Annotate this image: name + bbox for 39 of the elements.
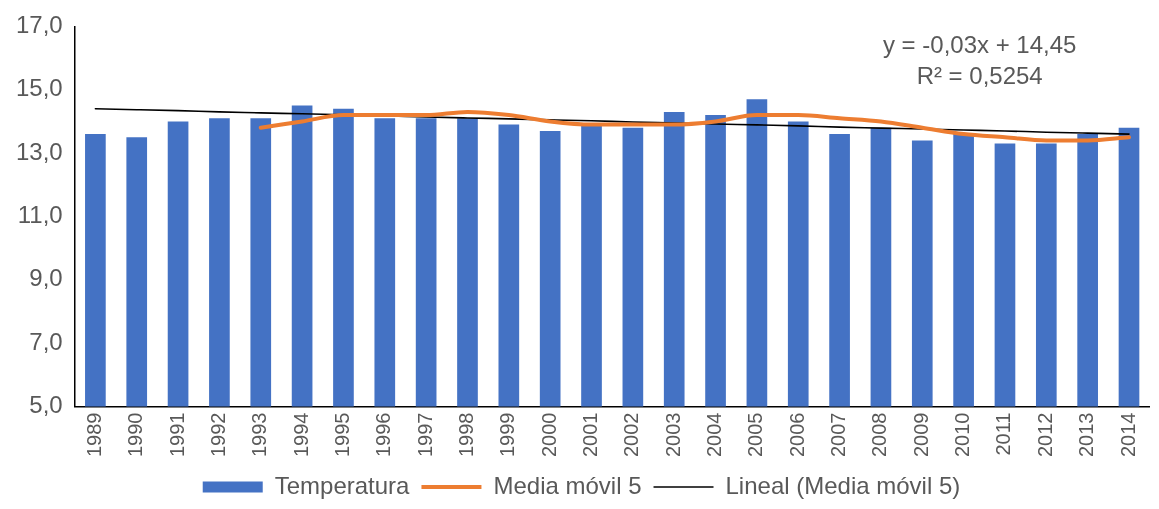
x-tick-label: 2004 (703, 412, 726, 458)
x-tick-label: 2000 (537, 412, 560, 458)
x-tick-label: 2014 (1116, 412, 1139, 458)
y-tick-label: 7,0 (29, 327, 63, 355)
x-tick-label: 2012 (1033, 412, 1056, 458)
y-tick-label: 11,0 (17, 201, 63, 229)
x-tick-label: 1993 (248, 412, 271, 458)
legend-label: Temperatura (274, 471, 411, 499)
x-tick-label: 1992 (206, 412, 229, 458)
x-tick-label: 1990 (124, 412, 147, 458)
y-tick-label: 15,0 (15, 74, 63, 102)
x-tick-label: 2010 (951, 412, 974, 458)
x-tick-label: 2011 (992, 412, 1015, 456)
legend-label: Lineal (Media móvil 5) (725, 471, 961, 499)
y-tick-label: 13,0 (15, 137, 63, 165)
annotation: R² = 0,5254 (916, 62, 1043, 90)
x-tick-label: 2013 (1075, 412, 1098, 458)
x-tick-label: 2008 (868, 412, 891, 458)
x-tick-label: 2002 (620, 412, 643, 458)
x-tick-label: 2007 (827, 412, 850, 458)
x-tick-label: 1989 (82, 412, 105, 458)
x-tick-label: 1995 (330, 412, 353, 458)
x-tick-label: 1991 (165, 412, 188, 458)
x-tick-label: 2003 (661, 412, 684, 458)
x-tick-label: 2001 (579, 412, 602, 458)
annotation: y = -0,03x + 14,45 (882, 31, 1077, 59)
x-tick-label: 1996 (372, 412, 395, 458)
y-tick-label: 9,0 (29, 264, 63, 292)
legend-label: Media móvil 5 (493, 471, 642, 499)
x-tick-label: 1997 (413, 412, 436, 458)
x-tick-label: 2009 (909, 412, 932, 458)
x-tick-label: 1999 (496, 412, 519, 458)
x-tick-label: 2006 (785, 412, 808, 458)
x-tick-label: 1994 (289, 412, 312, 458)
line-series (258, 109, 1131, 143)
x-tick-label: 2005 (744, 412, 767, 458)
y-tick-label: 5,0 (29, 391, 63, 419)
y-tick-label: 17,0 (15, 11, 63, 39)
x-tick-label: 1998 (455, 412, 477, 458)
